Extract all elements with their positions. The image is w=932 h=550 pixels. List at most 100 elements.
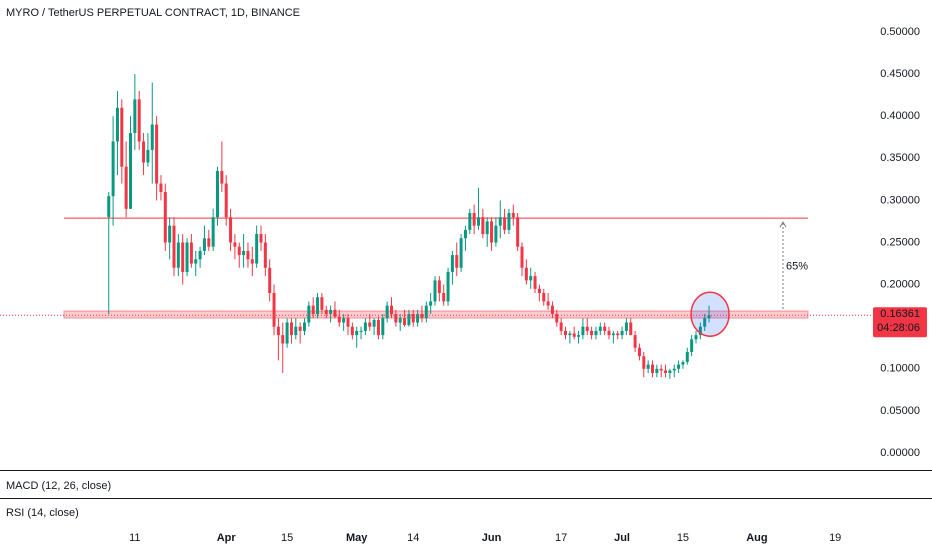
candle-body [381,318,385,336]
y-tick-label: 0.45000 [880,68,920,80]
candle-body [407,314,411,326]
candle-body [133,99,137,134]
candle-body [294,326,298,336]
candle-body [516,217,520,247]
candle-body [594,330,598,336]
candle-body [159,183,163,192]
candle-body [433,280,437,302]
candle-body [350,326,354,336]
candle-body [616,333,620,336]
candle-body [316,297,320,315]
candle-body [163,191,167,243]
candle-body [281,335,285,344]
candle-body [463,229,467,239]
candle-body [376,319,380,336]
candle-body [246,250,250,260]
candle-body [398,318,402,323]
candle-body [564,330,567,336]
candle-body [529,276,533,281]
candle-body [368,322,372,327]
measure-label: 65% [786,260,808,272]
x-tick-label: May [346,532,368,544]
candle-body [411,314,415,323]
candle-body [120,107,124,167]
candle-body [329,309,333,315]
candle-body [446,271,450,302]
candle-body [168,225,172,243]
candle-body [437,280,441,294]
x-tick-label: 17 [555,532,567,544]
candle-body [607,330,611,336]
x-tick-label: Jul [614,532,630,544]
candle-body [646,364,650,369]
candle-body [633,335,637,348]
candle-body [142,141,146,163]
candle-body [450,255,454,272]
candle-body [255,234,259,264]
candle-body [390,305,393,315]
candle-body [459,238,463,268]
candle-body [333,309,337,317]
x-tick-label: 14 [407,532,419,544]
candle-body [503,217,507,230]
candle-body [207,238,211,247]
candle-body [681,362,685,365]
candle-body [655,368,659,374]
y-tick-label: 0.05000 [880,405,920,417]
candle-body [659,368,663,371]
candle-body [220,170,224,184]
candle-body [524,267,528,281]
x-tick-label: 11 [129,532,140,544]
candle-body [229,217,233,243]
candle-body [590,330,594,336]
candle-body [194,259,198,264]
candle-body [611,333,615,336]
candle-body [698,326,702,336]
candle-body [111,141,115,197]
candle-body [677,364,681,369]
candle-body [320,297,324,310]
candle-body [668,370,672,374]
candle-body [637,347,641,357]
candle-body [703,318,707,327]
y-tick-label: 0.25000 [880,236,920,248]
candle-body [250,259,254,264]
candle-body [311,305,315,315]
candle-body [155,124,159,184]
candle-body [568,333,572,336]
candle-body [346,318,350,327]
candle-body [211,217,215,247]
candle-body [420,314,424,319]
highlight-circle [690,291,730,337]
candle-body [511,213,515,218]
candle-body [298,326,302,331]
candle-body [263,242,267,268]
macd-label: MACD (12, 26, close) [6,480,111,492]
candle-body [202,238,206,251]
x-tick-label: Aug [746,532,767,544]
candle-body [115,107,119,142]
candle-body [185,242,189,272]
candle-body [259,234,263,243]
candle-body [124,166,128,209]
y-tick-label: 0.30000 [880,194,920,206]
candle-body [651,364,654,374]
candle-body [485,221,489,235]
candle-body [146,149,150,163]
candle-body [107,196,111,218]
candle-body [342,318,346,323]
candle-body [233,242,237,247]
price-label-box [873,307,927,338]
rsi-label: RSI (14, close) [6,507,79,519]
last-price-label: 0.16361 [880,308,920,320]
candle-body [585,326,589,331]
x-tick-label: Jun [482,532,502,544]
candle-body [272,293,276,327]
candle-body [624,322,628,331]
candle-body [355,330,359,336]
candle-body [181,242,185,272]
candle-body [494,225,498,243]
candle-body [276,326,280,336]
candle-body [172,225,176,268]
